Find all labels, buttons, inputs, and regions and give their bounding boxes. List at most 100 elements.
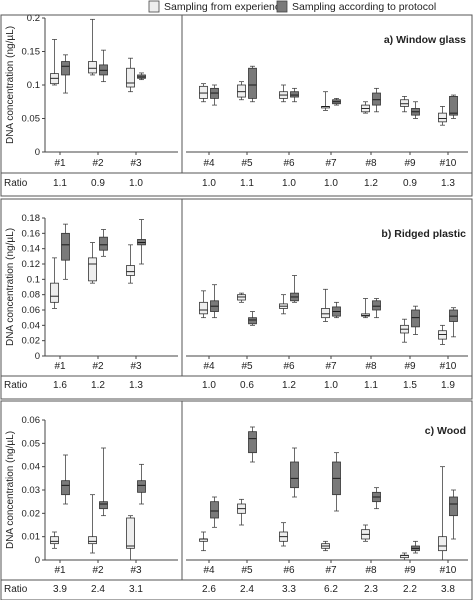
- box-body: [99, 501, 108, 510]
- box-body: [372, 92, 381, 106]
- y-tick-label: 0: [35, 147, 40, 158]
- box-experience: [438, 466, 447, 561]
- box-protocol: [411, 305, 420, 335]
- box-body: [199, 301, 208, 315]
- box-experience: [88, 18, 97, 76]
- category-label: #1: [54, 565, 66, 576]
- legend-swatch-protocol: [276, 0, 288, 13]
- box-protocol: [449, 94, 458, 119]
- box-protocol: [210, 496, 219, 528]
- box-body: [50, 536, 59, 545]
- y-axis-label: DNA concentration (ng/µL): [5, 228, 16, 346]
- panel-title: c) Wood: [425, 425, 466, 437]
- box-body: [50, 282, 59, 303]
- panel-2: 0 0.02 0.04 0.06 0.08 0.1 0.12 0.14 0.16 0.18 b) R…: [0, 198, 473, 400]
- ratio-value: 0.9: [403, 178, 417, 189]
- box-body: [400, 99, 409, 107]
- box-body: [199, 85, 208, 99]
- box-protocol: [411, 540, 420, 554]
- ratio-value: 1.0: [129, 178, 143, 189]
- category-label: #4: [203, 361, 215, 372]
- box-experience: [126, 244, 135, 284]
- box-protocol: [372, 487, 381, 510]
- box-protocol: [332, 301, 341, 319]
- ratio-value: 1.0: [324, 178, 338, 189]
- box-body: [88, 61, 97, 74]
- ratio-label: Ratio: [4, 178, 28, 189]
- ratio-value: 0.9: [91, 178, 105, 189]
- category-label: #7: [325, 158, 337, 169]
- ratio-value: 3.9: [53, 584, 67, 595]
- box-body: [449, 496, 458, 517]
- category-label: #4: [203, 565, 215, 576]
- y-tick-label: 0.1: [27, 80, 40, 91]
- box-body: [248, 431, 257, 454]
- category-label: #3: [130, 565, 142, 576]
- y-tick-label: 0.01: [22, 532, 41, 543]
- box-experience: [321, 91, 330, 111]
- ratio-value: 1.0: [202, 380, 216, 391]
- category-label: #7: [325, 361, 337, 372]
- ratio-value: 1.2: [91, 380, 105, 391]
- y-tick-label: 0.02: [22, 508, 41, 519]
- box-protocol: [290, 447, 299, 498]
- category-label: #5: [241, 158, 253, 169]
- category-label: #3: [130, 158, 142, 169]
- box-body: [411, 309, 420, 328]
- ratio-value: 1.1: [364, 380, 378, 391]
- box-body: [438, 112, 447, 123]
- box-body: [61, 232, 70, 261]
- box-body: [372, 300, 381, 311]
- panel-title: b) Ridged plastic: [381, 228, 466, 240]
- y-tick-label: 0.06: [22, 305, 41, 316]
- box-experience: [361, 298, 370, 319]
- box-body: [99, 236, 108, 251]
- box-protocol: [290, 87, 299, 103]
- box-body: [126, 265, 135, 276]
- ratio-value: 2.2: [403, 584, 417, 595]
- panel-1: 0 0.05 0.1 0.15 0.2 a) Window glass DNA concen…: [0, 13, 473, 197]
- box-experience: [400, 318, 409, 343]
- legend-label-protocol: Sampling according to protocol: [292, 1, 436, 13]
- y-tick-label: 0.06: [22, 415, 41, 426]
- box-experience: [279, 522, 288, 547]
- y-tick-label: 0.2: [27, 13, 40, 24]
- ratio-value: 1.0: [282, 178, 296, 189]
- y-tick-label: 0.04: [22, 462, 41, 473]
- ratio-value: 1.2: [364, 178, 378, 189]
- category-label: #6: [283, 361, 295, 372]
- y-tick-label: 0.15: [22, 47, 41, 58]
- box-body: [290, 91, 299, 98]
- ratio-value: 1.1: [53, 178, 67, 189]
- category-label: #9: [404, 361, 416, 372]
- category-label: #3: [130, 361, 142, 372]
- ratio-value: 1.0: [324, 380, 338, 391]
- box-protocol: [290, 275, 299, 303]
- box-experience: [126, 515, 135, 561]
- panel-frame: [0, 198, 473, 400]
- box-protocol: [137, 463, 146, 505]
- box-body: [210, 501, 219, 519]
- ratio-value: 3.1: [129, 584, 143, 595]
- category-label: #10: [440, 158, 457, 169]
- box-protocol: [210, 284, 219, 319]
- ratio-value: 1.1: [240, 178, 254, 189]
- box-protocol: [332, 98, 341, 106]
- y-tick-label: 0: [35, 555, 40, 566]
- ratio-value: 0.6: [240, 380, 254, 391]
- box-body: [88, 257, 97, 282]
- box-protocol: [99, 229, 108, 257]
- box-experience: [279, 84, 288, 103]
- ratio-value: 2.4: [240, 584, 254, 595]
- category-label: #1: [54, 361, 66, 372]
- box-experience: [400, 552, 409, 561]
- category-label: #8: [365, 361, 377, 372]
- y-axis-label: DNA concentration (ng/µL): [5, 26, 16, 144]
- box-experience: [438, 106, 447, 126]
- box-protocol: [449, 307, 458, 338]
- category-label: #9: [404, 158, 416, 169]
- y-tick-label: 0.05: [22, 114, 41, 125]
- box-experience: [237, 498, 246, 526]
- box-protocol: [61, 54, 70, 94]
- category-label: #10: [440, 361, 457, 372]
